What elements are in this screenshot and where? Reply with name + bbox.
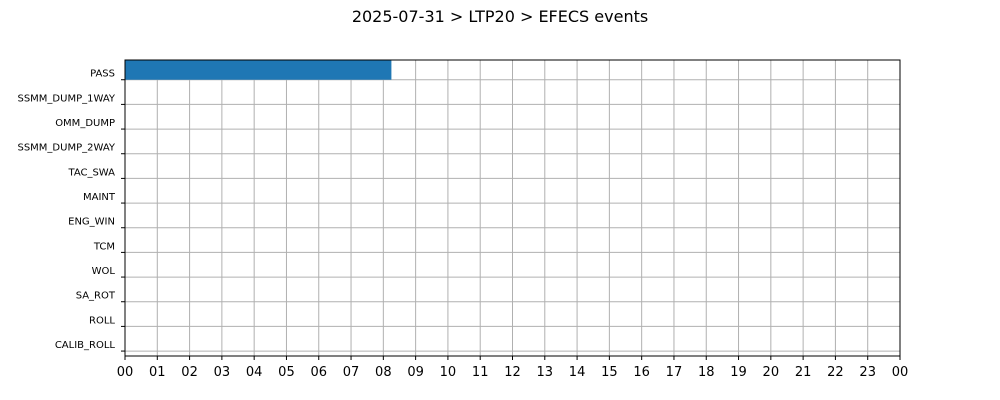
y-tick-label: PASS [90, 69, 115, 80]
y-axis: PASS SSMM_DUMP_1WAY OMM_DUMP SSMM_DUMP_2WAY… [17, 69, 125, 352]
x-tick-label: 10 [440, 365, 457, 380]
x-tick-label: 00 [892, 365, 909, 380]
y-tick-label: SSMM_DUMP_2WAY [17, 143, 115, 154]
x-tick-label: 08 [375, 365, 392, 380]
x-axis: 00 01 02 03 04 05 06 07 08 09 10 11 12 13 14 15 16 17 18 19… [117, 356, 909, 380]
x-tick-label: 06 [310, 365, 327, 380]
x-tick-label: 21 [795, 365, 812, 380]
x-tick-label: 19 [730, 365, 747, 380]
x-tick-label: 05 [278, 365, 295, 380]
event-bars [125, 60, 392, 80]
x-tick-label: 09 [407, 365, 424, 380]
y-tick-label: ROLL [89, 315, 115, 326]
y-tick-label: WOL [92, 266, 116, 277]
x-tick-label: 23 [859, 365, 876, 380]
y-tick-label: TAC_SWA [67, 167, 115, 178]
x-tick-label: 16 [633, 365, 650, 380]
y-tick-label: SSMM_DUMP_1WAY [17, 93, 115, 104]
y-tick-label: OMM_DUMP [55, 118, 115, 129]
y-tick-label: TCM [93, 241, 115, 252]
grid [124, 60, 901, 356]
x-tick-label: 02 [181, 365, 198, 380]
y-tick-label: ENG_WIN [68, 217, 115, 228]
x-tick-label: 01 [149, 365, 166, 380]
x-tick-label: 04 [246, 365, 263, 380]
x-tick-label: 22 [827, 365, 844, 380]
x-tick-label: 14 [569, 365, 586, 380]
chart-title: 2025-07-31 > LTP20 > EFECS events [352, 7, 648, 26]
y-tick-label: MAINT [83, 192, 116, 203]
x-tick-label: 00 [117, 365, 134, 380]
event-bar [125, 60, 392, 80]
x-tick-label: 03 [214, 365, 231, 380]
y-tick-label: CALIB_ROLL [55, 340, 116, 351]
x-tick-label: 15 [601, 365, 618, 380]
y-tick-label: SA_ROT [76, 291, 116, 302]
x-tick-label: 12 [504, 365, 521, 380]
x-tick-label: 07 [343, 365, 360, 380]
x-tick-label: 11 [472, 365, 489, 380]
x-tick-label: 13 [537, 365, 554, 380]
x-tick-label: 18 [698, 365, 715, 380]
x-tick-label: 20 [763, 365, 780, 380]
x-tick-label: 17 [666, 365, 683, 380]
